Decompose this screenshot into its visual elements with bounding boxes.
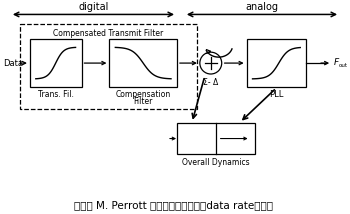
Bar (177, 123, 254, 155)
Bar (30, 39, 82, 87)
Text: Filter: Filter (133, 97, 153, 106)
Bar (109, 39, 177, 87)
Text: PLL: PLL (269, 90, 284, 99)
Text: digital: digital (78, 2, 108, 12)
Text: Compensation: Compensation (116, 90, 171, 99)
Text: analog: analog (245, 2, 278, 12)
Text: Overall Dynamics: Overall Dynamics (182, 158, 250, 167)
Text: Compensated Transmit Filter: Compensated Transmit Filter (53, 29, 163, 38)
Text: F: F (334, 58, 339, 67)
Text: Data: Data (3, 59, 23, 68)
Text: Σ- Δ: Σ- Δ (203, 78, 218, 87)
Text: out: out (339, 62, 348, 68)
Bar (246, 39, 306, 87)
Bar (20, 24, 197, 109)
Text: Trans. Fil.: Trans. Fil. (38, 90, 74, 99)
Text: 圖十二 M. Perrott 所提出增加調變訊號data rate的方法: 圖十二 M. Perrott 所提出增加調變訊號data rate的方法 (75, 200, 273, 210)
